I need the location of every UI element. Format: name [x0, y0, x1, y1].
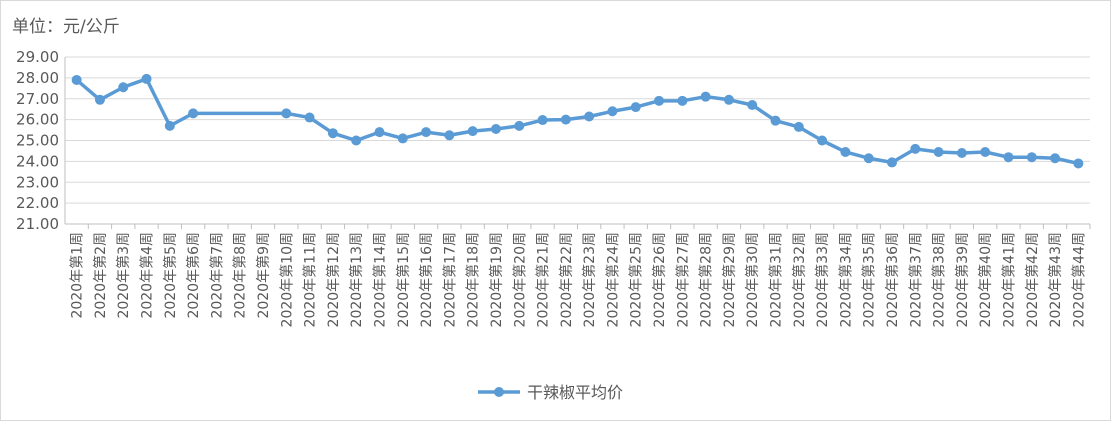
point — [537, 115, 548, 126]
x-tick-label: 2020年第31周 — [768, 232, 785, 327]
y-tick-label: 24.00 — [16, 152, 59, 170]
x-tick-label: 2020年第36周 — [884, 232, 901, 327]
x-tick-label: 2020年第42周 — [1024, 232, 1041, 327]
y-tick-label: 29.00 — [16, 48, 59, 66]
point — [863, 153, 874, 164]
x-tick-label: 2020年第27周 — [674, 232, 691, 327]
x-tick-label: 2020年第3周 — [115, 232, 132, 319]
point — [840, 146, 851, 157]
legend-label: 干辣椒平均价 — [527, 383, 623, 402]
x-tick-label: 2020年第18周 — [465, 232, 482, 327]
y-tick-label: 28.00 — [16, 69, 59, 87]
x-tick-label: 2020年第16周 — [418, 232, 435, 327]
x-tick-label: 2020年第33周 — [814, 232, 831, 327]
x-tick-label: 2020年第24周 — [604, 232, 621, 327]
x-tick-label: 2020年第38周 — [931, 232, 948, 327]
point — [700, 91, 711, 102]
x-tick-label: 2020年第44周 — [1070, 232, 1087, 327]
x-tick-label: 2020年第9周 — [255, 232, 272, 319]
point — [1026, 152, 1037, 163]
y-tick-label: 27.00 — [16, 90, 59, 108]
y-axis-label: 单位：元/公斤 — [12, 17, 120, 37]
point — [886, 157, 897, 168]
point — [118, 82, 129, 93]
point — [188, 108, 199, 119]
x-tick-label: 2020年第34周 — [837, 232, 854, 327]
x-tick-label: 2020年第14周 — [371, 232, 388, 327]
x-tick-label: 2020年第2周 — [92, 232, 109, 319]
y-tick-label: 22.00 — [16, 194, 59, 212]
point — [560, 114, 571, 125]
point — [1050, 153, 1061, 164]
x-tick-label: 2020年第29周 — [721, 232, 738, 327]
point — [817, 135, 828, 146]
y-tick-label: 26.00 — [16, 111, 59, 129]
x-tick-label: 2020年第37周 — [907, 232, 924, 327]
point — [514, 120, 525, 131]
point — [304, 112, 315, 123]
point — [281, 108, 292, 119]
x-tick-label: 2020年第22周 — [558, 232, 575, 327]
x-tick-label: 2020年第5周 — [162, 232, 179, 319]
x-tick-label: 2020年第19周 — [488, 232, 505, 327]
x-tick-label: 2020年第17周 — [441, 232, 458, 327]
point — [141, 73, 152, 84]
point — [490, 124, 501, 135]
x-tick-label: 2020年第21周 — [535, 232, 552, 327]
point — [723, 94, 734, 105]
x-tick-label: 2020年第35周 — [861, 232, 878, 327]
x-tick-label: 2020年第6周 — [185, 232, 202, 319]
point — [630, 102, 641, 113]
x-tick-label: 2020年第43周 — [1047, 232, 1064, 327]
point — [910, 143, 921, 154]
x-tick-label: 2020年第26周 — [651, 232, 668, 327]
point — [584, 111, 595, 122]
y-tick-label: 23.00 — [16, 173, 59, 191]
legend-marker — [494, 387, 504, 397]
point — [980, 146, 991, 157]
x-tick-label: 2020年第7周 — [208, 232, 225, 319]
point — [607, 106, 618, 117]
x-tick-label: 2020年第23周 — [581, 232, 598, 327]
x-tick-label: 2020年第10周 — [278, 232, 295, 327]
x-tick-label: 2020年第41周 — [1000, 232, 1017, 327]
y-tick-label: 21.00 — [16, 215, 59, 233]
x-tick-label: 2020年第11周 — [302, 232, 319, 327]
x-tick-label: 2020年第1周 — [69, 232, 86, 319]
point — [374, 127, 385, 138]
x-tick-label: 2020年第30周 — [744, 232, 761, 327]
x-tick-label: 2020年第15周 — [395, 232, 412, 327]
x-tick-label: 2020年第8周 — [232, 232, 249, 319]
point — [933, 146, 944, 157]
point — [1073, 158, 1084, 169]
point — [94, 94, 105, 105]
point — [71, 74, 82, 85]
point — [654, 95, 665, 106]
y-tick-label: 25.00 — [16, 132, 59, 150]
point — [351, 135, 362, 146]
point — [421, 127, 432, 138]
x-tick-label: 2020年第13周 — [348, 232, 365, 327]
x-tick-label: 2020年第12周 — [325, 232, 342, 327]
x-tick-label: 2020年第28周 — [698, 232, 715, 327]
point — [444, 130, 455, 141]
point — [793, 121, 804, 132]
x-tick-label: 2020年第39周 — [954, 232, 971, 327]
x-tick-label: 2020年第32周 — [791, 232, 808, 327]
point — [677, 95, 688, 106]
x-tick-label: 2020年第40周 — [977, 232, 994, 327]
point — [956, 148, 967, 159]
x-tick-label: 2020年第20周 — [511, 232, 528, 327]
point — [327, 128, 338, 139]
point — [747, 100, 758, 111]
point — [1003, 152, 1014, 163]
x-tick-label: 2020年第25周 — [628, 232, 645, 327]
point — [164, 120, 175, 131]
x-tick-label: 2020年第4周 — [139, 232, 156, 319]
point — [397, 133, 408, 144]
point — [770, 115, 781, 126]
point — [467, 126, 478, 137]
